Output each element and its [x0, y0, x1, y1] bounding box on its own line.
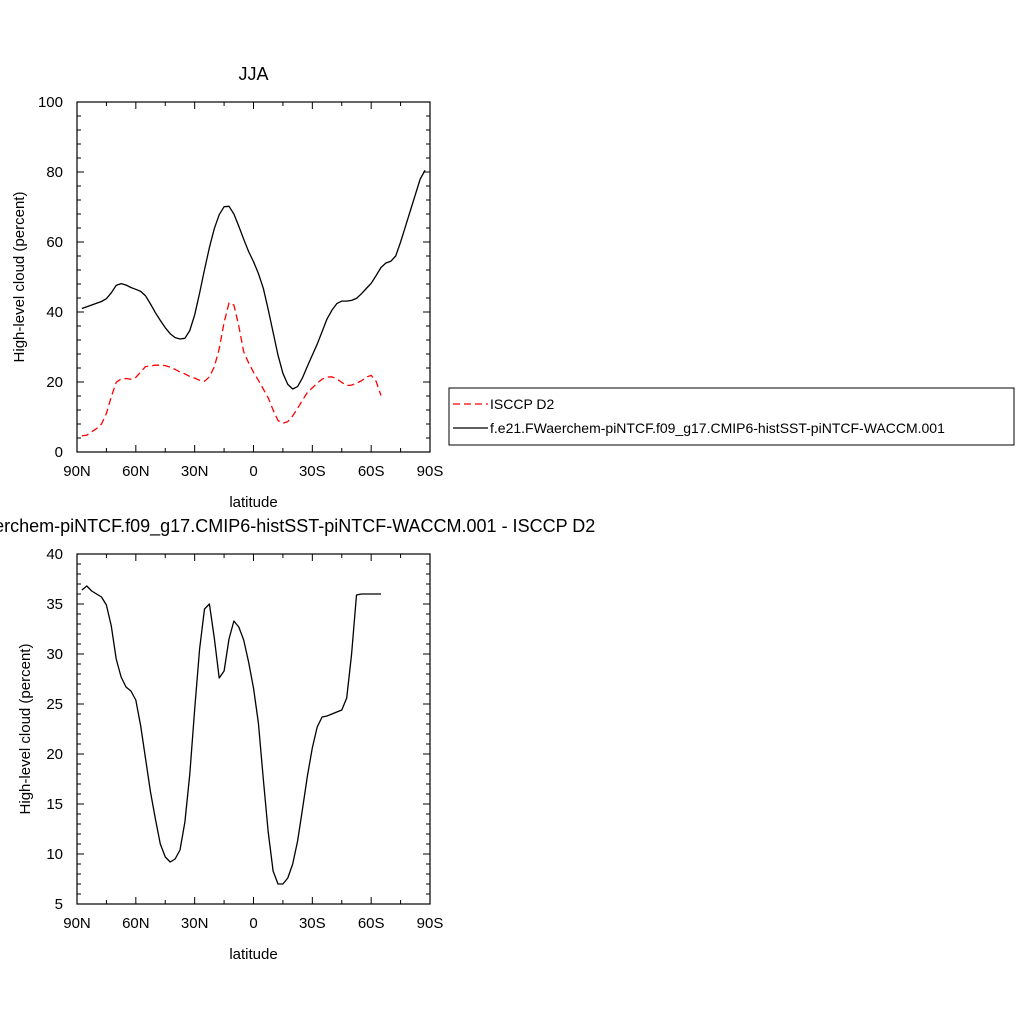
y-tick-label: 10 [46, 846, 63, 863]
y-tick-label: 25 [46, 696, 63, 713]
bottom-y-axis-title: High-level cloud (percent) [17, 644, 34, 815]
legend-label-isccp: ISCCP D2 [490, 396, 555, 412]
y-tick-label: 60 [46, 234, 63, 251]
bottom-series-lines [81, 585, 381, 885]
x-tick-label: 30S [299, 915, 326, 932]
x-tick-label: 90N [63, 463, 91, 480]
bottom-plot-title: f.e21.FWaerchem-piNTCF.f09_g17.CMIP6-his… [0, 516, 595, 537]
x-tick-label: 90S [417, 915, 444, 932]
bottom-axis-ticks: 90N 60N 30N 0 30S 60S 90S 5 10 15 20 25 30 35 40 [46, 546, 443, 932]
top-plot-title: JJA [238, 64, 268, 84]
x-tick-label: 60N [122, 915, 150, 932]
bottom-x-axis-title: latitude [229, 946, 277, 963]
legend-box [448, 387, 1015, 446]
top-panel: JJA 90N 60N 30N 0 30S 60S 90S 0 20 40 60 80 100 lati… [11, 64, 443, 511]
x-tick-label: 0 [249, 463, 257, 480]
y-tick-label: 5 [55, 896, 63, 913]
y-tick-label: 35 [46, 596, 63, 613]
y-tick-label: 15 [46, 796, 63, 813]
y-tick-label: 20 [46, 374, 63, 391]
top-plot-frame [76, 101, 431, 453]
series-line-1 [81, 169, 426, 390]
x-tick-label: 90S [417, 463, 444, 480]
top-y-axis-title: High-level cloud (percent) [11, 192, 28, 363]
x-tick-label: 30S [299, 463, 326, 480]
series-line-0 [81, 302, 382, 437]
y-tick-label: 0 [55, 444, 63, 461]
y-tick-label: 30 [46, 646, 63, 663]
x-tick-label: 90N [63, 915, 91, 932]
legend: ISCCP D2 f.e21.FWaerchem-piNTCF.f09_g17.… [448, 387, 1015, 446]
x-tick-label: 60S [358, 463, 385, 480]
y-tick-label: 40 [46, 546, 63, 563]
y-tick-label: 100 [38, 94, 63, 111]
y-tick-label: 40 [46, 304, 63, 321]
y-tick-label: 80 [46, 164, 63, 181]
top-x-axis-title: latitude [229, 494, 277, 511]
top-series-lines [81, 169, 426, 437]
legend-label-model: f.e21.FWaerchem-piNTCF.f09_g17.CMIP6-his… [490, 420, 945, 436]
x-tick-label: 60S [358, 915, 385, 932]
y-tick-label: 20 [46, 746, 63, 763]
bottom-plot-frame [76, 553, 431, 905]
x-tick-label: 0 [249, 915, 257, 932]
bottom-panel: f.e21.FWaerchem-piNTCF.f09_g17.CMIP6-his… [0, 516, 595, 963]
x-tick-label: 30N [181, 463, 209, 480]
x-tick-label: 30N [181, 915, 209, 932]
x-tick-label: 60N [122, 463, 150, 480]
top-axis-ticks: 90N 60N 30N 0 30S 60S 90S 0 20 40 60 80 100 [38, 94, 443, 480]
series-line-0 [81, 585, 381, 885]
